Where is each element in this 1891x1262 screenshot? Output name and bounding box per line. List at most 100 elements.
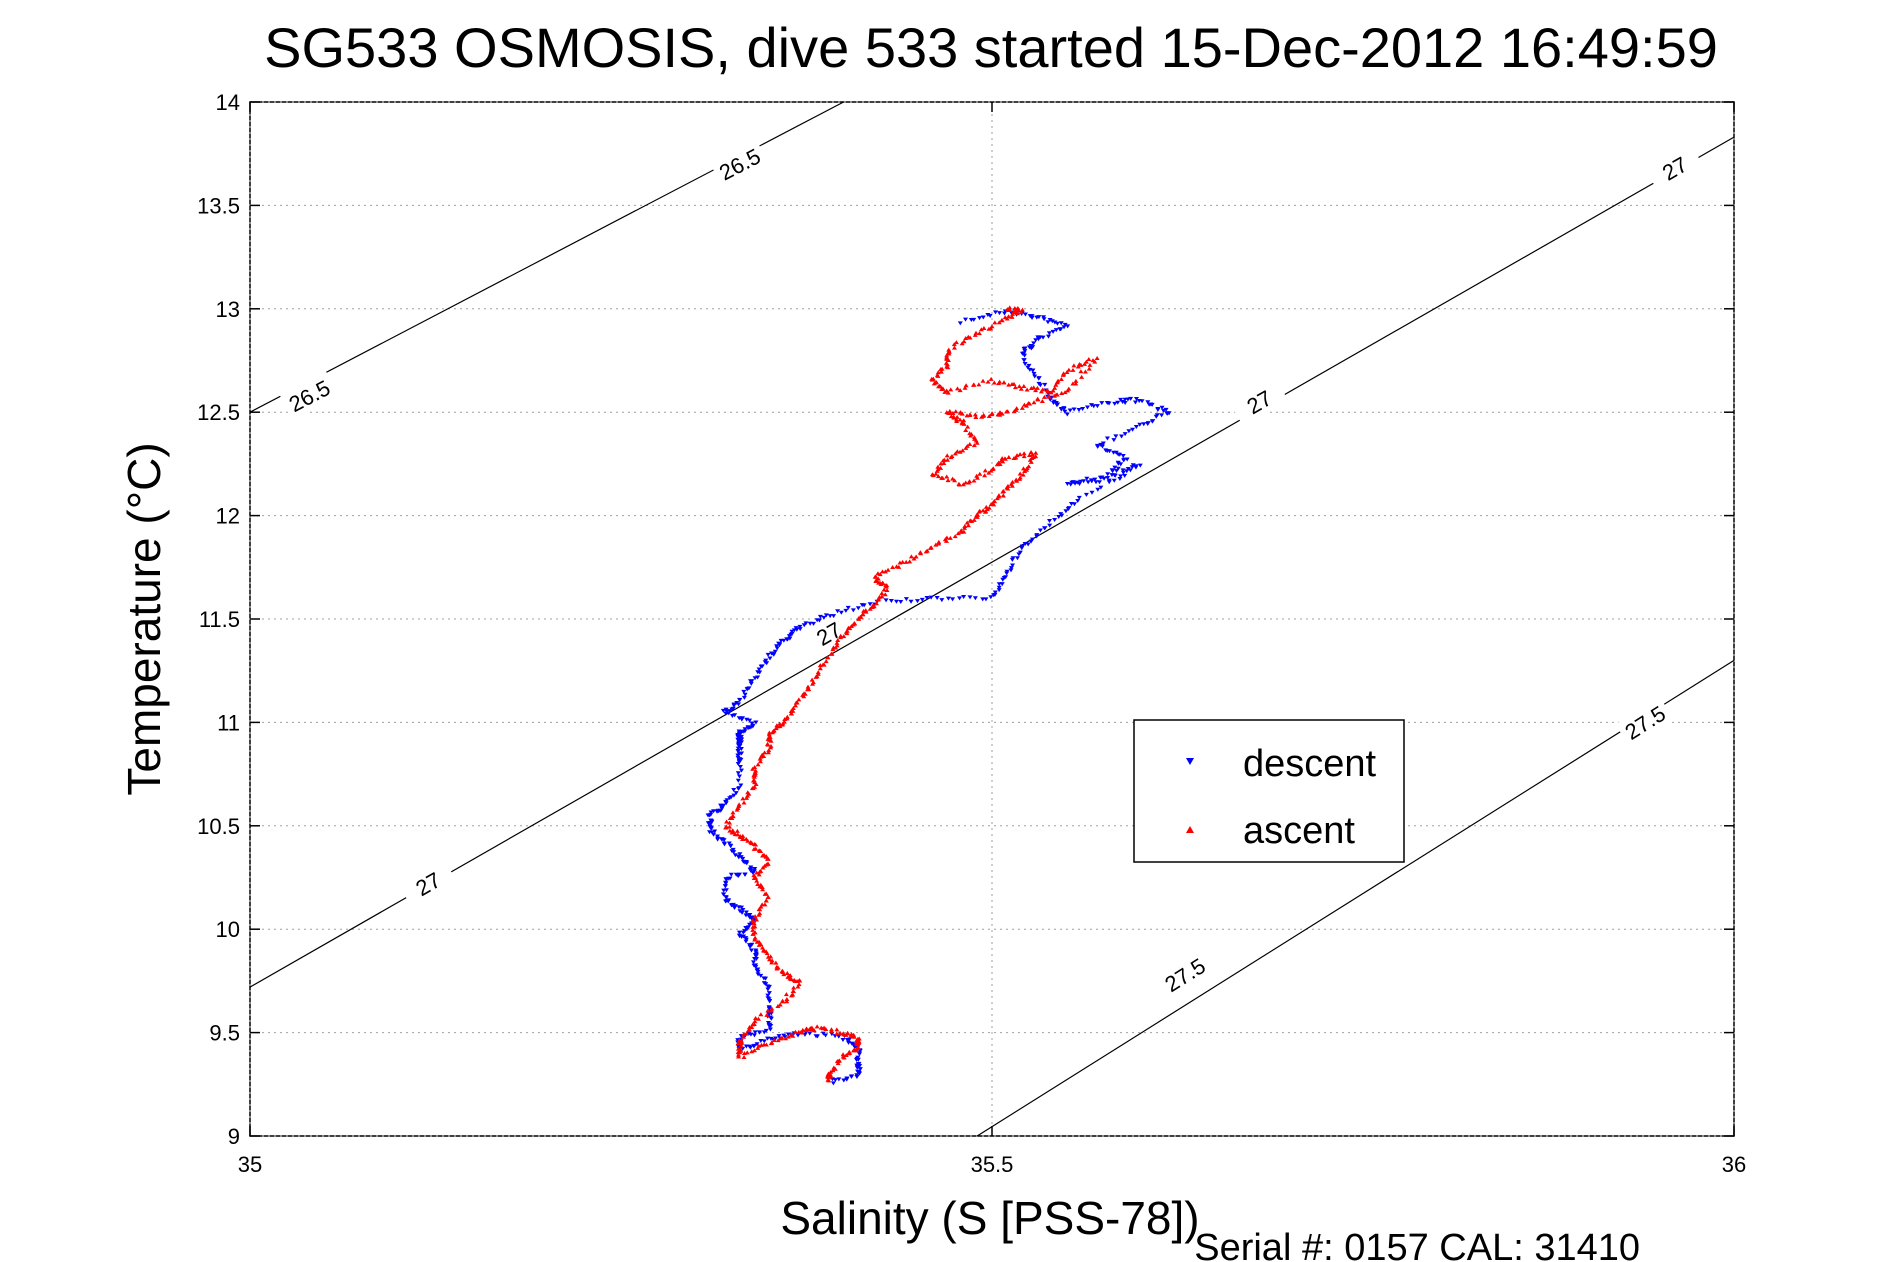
data-point-ascent [761, 852, 767, 857]
data-point-descent [1119, 434, 1125, 439]
data-point-ascent [1030, 452, 1036, 457]
data-point-descent [708, 810, 714, 815]
data-point-ascent [986, 326, 992, 331]
data-point-ascent [1010, 311, 1016, 316]
data-point-ascent [959, 341, 965, 346]
data-point-ascent [963, 445, 969, 450]
data-point-ascent [755, 762, 761, 767]
data-point-ascent [741, 800, 747, 805]
data-point-ascent [873, 578, 879, 583]
data-point-ascent [741, 1054, 747, 1059]
data-point-descent [1091, 404, 1097, 409]
data-point-ascent [1012, 385, 1018, 390]
data-point-ascent [879, 569, 885, 574]
data-point-descent [972, 596, 978, 601]
data-point-ascent [962, 524, 968, 529]
data-point-descent [736, 743, 742, 748]
data-point-ascent [948, 455, 954, 460]
data-point-ascent [826, 1078, 832, 1083]
data-point-ascent [780, 999, 786, 1004]
data-point-descent [817, 614, 823, 619]
data-point-descent [1052, 517, 1058, 522]
data-point-descent [1022, 353, 1028, 358]
data-point-ascent [936, 541, 942, 546]
data-point-descent [1057, 327, 1063, 332]
data-point-descent [835, 609, 841, 614]
data-point-ascent [1070, 381, 1076, 386]
data-point-ascent [740, 796, 746, 801]
data-point-descent [751, 1033, 757, 1038]
data-point-ascent [961, 525, 967, 530]
data-point-ascent [1086, 357, 1092, 362]
data-point-descent [728, 872, 734, 877]
data-point-ascent [964, 413, 970, 418]
data-point-descent [1062, 322, 1068, 327]
data-point-descent [773, 1036, 779, 1041]
data-point-ascent [1011, 381, 1017, 386]
data-point-ascent [734, 807, 740, 812]
data-point-descent [735, 786, 741, 791]
data-point-ascent [755, 881, 761, 886]
data-point-ascent [913, 554, 919, 559]
data-point-descent [777, 643, 783, 648]
data-point-descent [867, 602, 873, 607]
data-point-ascent [1005, 486, 1011, 491]
data-point-ascent [980, 508, 986, 513]
data-point-ascent [945, 358, 951, 363]
data-point-ascent [927, 545, 933, 550]
data-point-descent [1066, 506, 1072, 511]
data-point-descent [739, 910, 745, 915]
data-point-descent [1149, 402, 1155, 407]
data-point-descent [733, 791, 739, 796]
data-point-descent [739, 716, 745, 721]
data-point-descent [1033, 338, 1039, 343]
data-point-ascent [955, 531, 961, 536]
data-point-descent [739, 751, 745, 756]
data-point-ascent [788, 711, 794, 716]
data-point-ascent [837, 1030, 843, 1035]
data-point-descent [785, 637, 791, 642]
data-point-descent [1117, 452, 1123, 457]
data-point-ascent [1021, 454, 1027, 459]
data-point-ascent [908, 554, 914, 559]
data-point-descent [766, 984, 772, 989]
data-point-ascent [1066, 367, 1072, 372]
data-point-ascent [756, 872, 762, 877]
data-point-ascent [951, 342, 957, 347]
data-point-ascent [954, 414, 960, 419]
data-point-descent [708, 826, 714, 831]
data-point-ascent [810, 681, 816, 686]
data-point-descent [1141, 422, 1147, 427]
data-point-ascent [793, 703, 799, 708]
data-point-descent [749, 721, 755, 726]
data-point-descent [914, 599, 920, 604]
data-point-ascent [745, 1028, 751, 1033]
data-point-descent [740, 908, 746, 913]
data-point-ascent [775, 1004, 781, 1009]
series-ascent [723, 305, 1100, 1083]
data-point-ascent [752, 937, 758, 942]
data-point-ascent [765, 750, 771, 755]
data-point-descent [1021, 346, 1027, 351]
data-point-descent [721, 892, 727, 897]
data-point-ascent [736, 802, 742, 807]
data-point-ascent [757, 756, 763, 761]
data-point-descent [983, 597, 989, 602]
data-point-ascent [838, 635, 844, 640]
data-point-descent [735, 762, 741, 767]
data-point-ascent [751, 774, 757, 779]
data-point-ascent [850, 1048, 856, 1053]
data-point-ascent [786, 974, 792, 979]
x-tick-label: 35.5 [971, 1152, 1014, 1177]
data-point-descent [1029, 314, 1035, 319]
data-point-ascent [879, 591, 885, 596]
data-point-ascent [938, 465, 944, 470]
data-point-ascent [972, 332, 978, 337]
data-point-ascent [1033, 388, 1039, 393]
data-point-ascent [968, 433, 974, 438]
data-point-descent [774, 646, 780, 651]
data-point-descent [1130, 427, 1136, 432]
data-point-ascent [978, 327, 984, 332]
data-point-descent [950, 597, 956, 602]
data-point-ascent [793, 1029, 799, 1034]
